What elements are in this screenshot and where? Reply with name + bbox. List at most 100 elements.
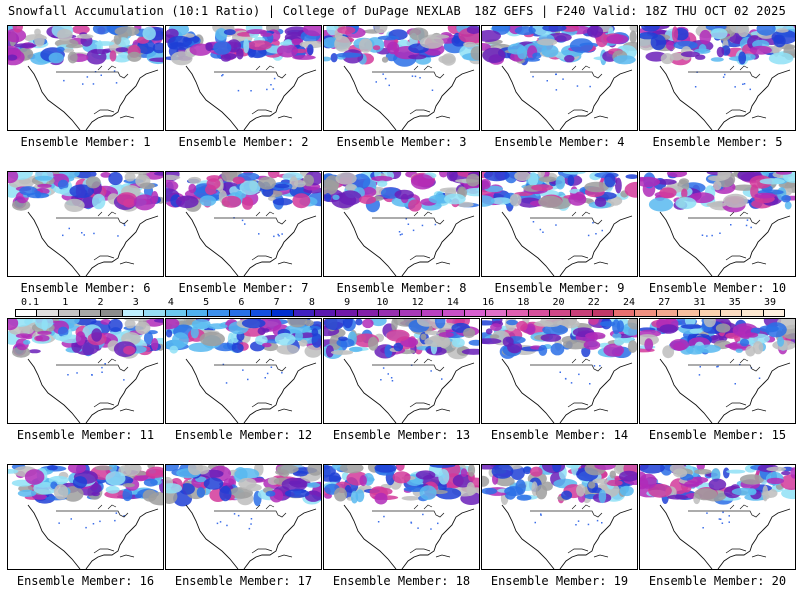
ensemble-member-label: Ensemble Member: 13 — [332, 428, 471, 442]
ensemble-map-panel — [639, 318, 796, 424]
colorbar-tick-label: 7 — [273, 297, 280, 308]
colorbar-swatch — [507, 310, 529, 316]
ensemble-member-label: Ensemble Member: 8 — [336, 281, 467, 295]
snowfall-colorbar — [15, 309, 785, 317]
ensemble-member-label: Ensemble Member: 5 — [652, 135, 783, 149]
snowfall-map — [166, 26, 321, 130]
colorbar-swatch — [678, 310, 700, 316]
colorbar-swatch — [400, 310, 422, 316]
colorbar-swatch — [656, 310, 679, 316]
ensemble-map-panel — [639, 171, 796, 277]
ensemble-map-panel — [481, 25, 638, 131]
snowfall-map — [640, 172, 795, 276]
colorbar-tick-label: 20 — [552, 297, 565, 308]
ensemble-map-panel — [165, 318, 322, 424]
ensemble-map-panel — [7, 25, 164, 131]
ensemble-member-label: Ensemble Member: 20 — [648, 574, 787, 588]
colorbar-swatch — [272, 310, 294, 316]
colorbar-swatch — [293, 310, 316, 316]
ensemble-member-label: Ensemble Member: 15 — [648, 428, 787, 442]
snowfall-map — [166, 319, 321, 423]
ensemble-map-panel — [481, 464, 638, 570]
ensemble-map-panel — [323, 464, 480, 570]
colorbar-swatch — [699, 310, 721, 316]
ensemble-member-label: Ensemble Member: 18 — [332, 574, 471, 588]
colorbar-swatch — [186, 310, 209, 316]
snowfall-map — [482, 26, 637, 130]
ensemble-member-label: Ensemble Member: 17 — [174, 574, 313, 588]
ensemble-member-label: Ensemble Member: 12 — [174, 428, 313, 442]
ensemble-member-label: Ensemble Member: 4 — [494, 135, 625, 149]
ensemble-map-panel — [639, 25, 796, 131]
ensemble-map-panel — [7, 318, 164, 424]
colorbar-swatch — [549, 310, 572, 316]
colorbar-swatch — [122, 310, 145, 316]
colorbar-tick-label: 10 — [376, 297, 389, 308]
ensemble-member-label: Ensemble Member: 14 — [490, 428, 629, 442]
colorbar-swatch — [614, 310, 636, 316]
colorbar-swatch — [101, 310, 123, 316]
colorbar-swatch — [421, 310, 444, 316]
colorbar-tick-label: 12 — [411, 297, 424, 308]
snowfall-map — [324, 319, 479, 423]
ensemble-map-panel — [7, 171, 164, 277]
ensemble-member-label: Ensemble Member: 11 — [16, 428, 155, 442]
colorbar-tick-label: 9 — [344, 297, 351, 308]
ensemble-member-label: Ensemble Member: 1 — [20, 135, 151, 149]
colorbar-tick-label: 2 — [97, 297, 104, 308]
snowfall-map — [640, 26, 795, 130]
ensemble-member-label: Ensemble Member: 9 — [494, 281, 625, 295]
snowfall-map — [482, 319, 637, 423]
snowfall-map — [324, 172, 479, 276]
colorbar-tick-label: 1 — [62, 297, 69, 308]
colorbar-swatch — [315, 310, 337, 316]
colorbar-swatch — [58, 310, 81, 316]
colorbar-swatch — [443, 310, 465, 316]
snowfall-map — [166, 465, 321, 569]
snowfall-map — [324, 26, 479, 130]
colorbar-tick-label: 18 — [517, 297, 530, 308]
colorbar-swatch — [250, 310, 273, 316]
snowfall-map — [8, 319, 163, 423]
chart-title: Snowfall Accumulation (10:1 Ratio) | Col… — [8, 4, 461, 18]
ensemble-member-label: Ensemble Member: 6 — [20, 281, 151, 295]
snowfall-map — [640, 465, 795, 569]
colorbar-swatch — [592, 310, 615, 316]
ensemble-map-panel — [323, 25, 480, 131]
ensemble-member-label: Ensemble Member: 3 — [336, 135, 467, 149]
ensemble-map-panel — [481, 318, 638, 424]
colorbar-swatch — [208, 310, 230, 316]
snowfall-map — [166, 172, 321, 276]
colorbar-tick-label: 14 — [446, 297, 459, 308]
colorbar-swatch — [571, 310, 593, 316]
colorbar-swatch — [357, 310, 380, 316]
run-valid-time: 18Z GEFS | F240 Valid: 18Z THU OCT 02 20… — [474, 4, 786, 18]
colorbar-swatch — [144, 310, 166, 316]
ensemble-member-label: Ensemble Member: 16 — [16, 574, 155, 588]
ensemble-map-panel — [639, 464, 796, 570]
colorbar-swatch — [336, 310, 358, 316]
ensemble-member-label: Ensemble Member: 2 — [178, 135, 309, 149]
colorbar-tick-label: 5 — [203, 297, 210, 308]
colorbar-tick-label: 8 — [308, 297, 315, 308]
colorbar-labels: 0.1 1 2 3 4 5 6 7 8 9 10 12 14 16 18 20 22 24 27 31 35 39 — [15, 297, 785, 309]
colorbar-tick-label: 27 — [658, 297, 671, 308]
colorbar-swatch — [528, 310, 550, 316]
colorbar-swatch — [379, 310, 401, 316]
colorbar-swatch — [37, 310, 59, 316]
colorbar-swatch — [763, 310, 784, 316]
colorbar-tick-label: 3 — [132, 297, 139, 308]
colorbar-swatch — [229, 310, 251, 316]
ensemble-map-panel — [481, 171, 638, 277]
ensemble-map-panel — [323, 171, 480, 277]
ensemble-map-panel — [7, 464, 164, 570]
ensemble-member-label: Ensemble Member: 7 — [178, 281, 309, 295]
colorbar-swatch — [635, 310, 657, 316]
ensemble-member-label: Ensemble Member: 19 — [490, 574, 629, 588]
snowfall-map — [8, 172, 163, 276]
colorbar-tick-label: 22 — [587, 297, 600, 308]
colorbar-tick-label: 4 — [167, 297, 174, 308]
colorbar-tick-label: 24 — [623, 297, 636, 308]
snowfall-map — [8, 26, 163, 130]
colorbar-swatch — [464, 310, 486, 316]
